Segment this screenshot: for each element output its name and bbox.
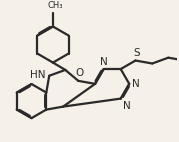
Text: HN: HN — [30, 70, 45, 80]
Text: N: N — [100, 57, 108, 67]
Text: O: O — [75, 68, 83, 78]
Text: N: N — [132, 79, 140, 89]
Text: N: N — [123, 101, 130, 111]
Text: S: S — [133, 48, 140, 58]
Text: CH₃: CH₃ — [47, 1, 63, 10]
